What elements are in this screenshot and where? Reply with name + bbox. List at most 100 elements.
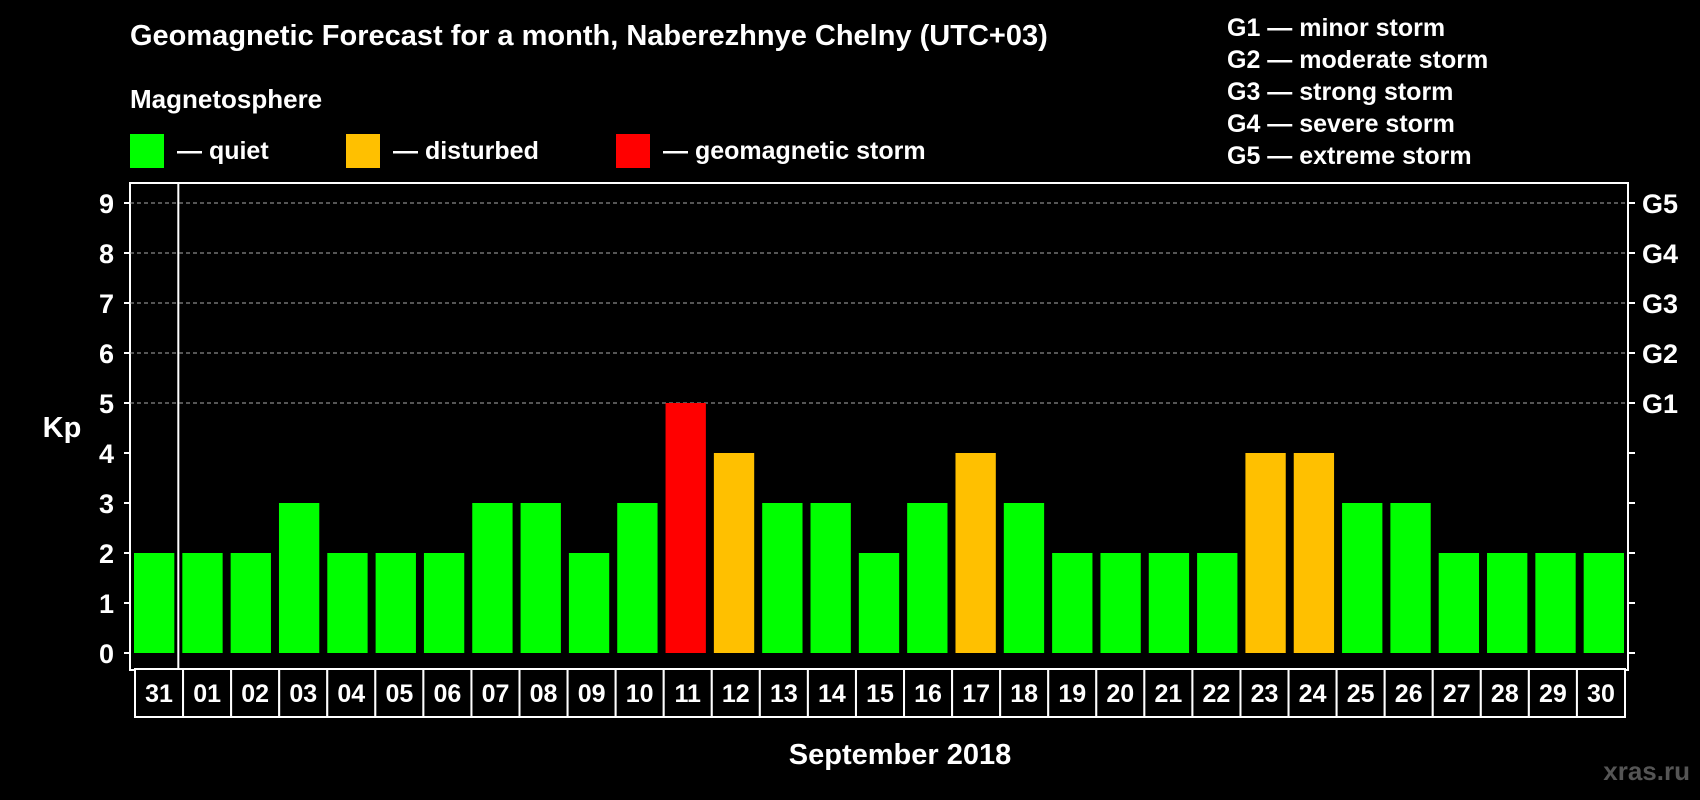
legend-item-storm: — geomagnetic storm — [616, 134, 926, 168]
day-label-07: 07 — [482, 680, 510, 708]
bar-10 — [617, 503, 658, 653]
day-label-10: 10 — [626, 680, 654, 708]
bar-18 — [1003, 503, 1045, 653]
legend-item-disturbed: — disturbed — [346, 134, 539, 168]
bar-07 — [472, 503, 513, 653]
y-tick-label: 1 — [99, 589, 114, 619]
day-cell — [1287, 668, 1338, 718]
day-cell — [470, 668, 521, 718]
day-cell — [758, 668, 809, 718]
day-cell — [1431, 668, 1482, 718]
y-tick-label: 0 — [99, 639, 114, 669]
day-label-23: 23 — [1251, 680, 1279, 708]
day-label-09: 09 — [578, 680, 606, 708]
day-label-30: 30 — [1587, 680, 1615, 708]
bar-13 — [762, 503, 803, 653]
g-scale-label: G4 — [1642, 239, 1678, 269]
y-tick-label: 4 — [99, 439, 114, 469]
bar-11 — [665, 403, 706, 653]
bar-28 — [1487, 553, 1528, 653]
legend-label-quiet: — quiet — [177, 136, 269, 165]
day-label-05: 05 — [385, 680, 413, 708]
y-axis-label: Kp — [43, 412, 82, 444]
y-tick-label: 9 — [99, 189, 114, 219]
legend-swatch-storm — [616, 134, 650, 168]
g-scale-legend-item: G2 — moderate storm — [1227, 46, 1489, 74]
bar-17 — [955, 453, 996, 653]
day-label-17: 17 — [962, 680, 990, 708]
legend-label-storm: — geomagnetic storm — [663, 136, 926, 165]
day-cell — [566, 668, 617, 718]
day-label-02: 02 — [241, 680, 269, 708]
legend-heading: Magnetosphere — [130, 84, 323, 114]
bar-26 — [1390, 503, 1431, 653]
day-label-24: 24 — [1299, 680, 1327, 708]
day-label-06: 06 — [434, 680, 462, 708]
day-label-11: 11 — [675, 680, 702, 708]
bar-20 — [1100, 553, 1141, 653]
day-cell — [614, 668, 665, 718]
bar-05 — [375, 553, 416, 653]
chart-title: Geomagnetic Forecast for a month, Nabere… — [130, 20, 1048, 52]
day-cell — [1191, 668, 1242, 718]
day-label-03: 03 — [289, 680, 317, 708]
g-scale-legend-item: G4 — severe storm — [1227, 110, 1455, 138]
day-cell — [1383, 668, 1434, 718]
bar-06 — [423, 553, 465, 653]
y-tick-label: 3 — [99, 489, 114, 519]
bar-22 — [1197, 553, 1238, 653]
g-scale-legend: G1 — minor storm G2 — moderate storm G3 … — [1227, 12, 1488, 172]
day-label-04: 04 — [337, 680, 365, 708]
day-label-16: 16 — [914, 680, 942, 708]
day-cell — [326, 668, 377, 718]
day-label-18: 18 — [1010, 680, 1038, 708]
g-scale-label: G1 — [1642, 389, 1678, 419]
day-label-25: 25 — [1347, 680, 1375, 708]
bar-19 — [1052, 553, 1093, 653]
y-tick-label: 6 — [99, 339, 114, 369]
day-cell — [1575, 668, 1626, 718]
day-label-15: 15 — [866, 680, 894, 708]
bar-27 — [1438, 553, 1480, 653]
bar-02 — [230, 553, 271, 653]
g-scale-legend-item: G1 — minor storm — [1227, 14, 1446, 42]
day-label-28: 28 — [1491, 680, 1519, 708]
day-label-01: 01 — [193, 680, 221, 708]
watermark: xras.ru — [1603, 756, 1690, 786]
day-label-27: 27 — [1443, 680, 1471, 708]
bar-01 — [182, 553, 223, 653]
legend-label-disturbed: — disturbed — [393, 136, 539, 165]
bar-09 — [568, 553, 610, 653]
bar-31 — [134, 553, 175, 653]
day-label-26: 26 — [1395, 680, 1423, 708]
bar-16 — [907, 503, 948, 653]
day-label-29: 29 — [1539, 680, 1567, 708]
bar-15 — [858, 553, 900, 653]
day-cell — [278, 668, 329, 718]
day-cell — [422, 668, 473, 718]
bar-03 — [278, 503, 320, 653]
bar-12 — [713, 453, 755, 653]
g-scale-label: G5 — [1642, 189, 1678, 219]
day-cell — [710, 668, 761, 718]
day-label-08: 08 — [530, 680, 558, 708]
day-cell — [1095, 668, 1146, 718]
day-cell — [1239, 668, 1290, 718]
y-tick-label: 5 — [99, 389, 114, 419]
day-label-14: 14 — [818, 680, 846, 708]
y-tick-label: 7 — [99, 289, 114, 319]
bar-21 — [1148, 553, 1190, 653]
y-tick-label: 8 — [99, 239, 114, 269]
day-label-20: 20 — [1106, 680, 1134, 708]
day-label-13: 13 — [770, 680, 798, 708]
legend-swatch-disturbed — [346, 134, 380, 168]
g-scale-label: G3 — [1642, 289, 1678, 319]
g-scale-legend-item: G5 — extreme storm — [1227, 142, 1472, 170]
g-scale-label: G2 — [1642, 339, 1678, 369]
bar-24 — [1293, 453, 1335, 653]
bar-30 — [1583, 553, 1624, 653]
day-cell — [1143, 668, 1194, 718]
bar-23 — [1245, 453, 1286, 653]
day-cell — [1527, 668, 1578, 718]
